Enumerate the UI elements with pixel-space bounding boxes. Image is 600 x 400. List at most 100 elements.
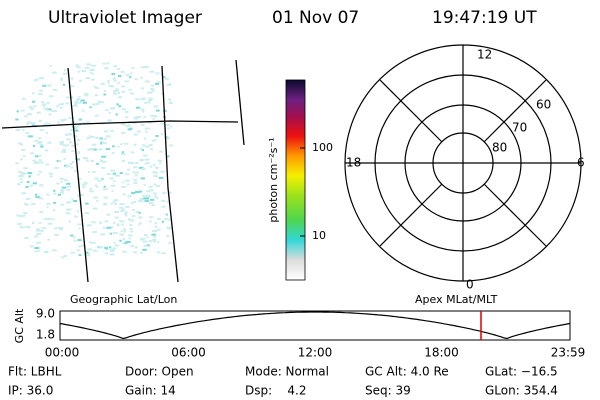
pixel — [60, 203, 64, 206]
pixel — [15, 118, 19, 121]
pixel — [20, 226, 25, 229]
pixel — [43, 107, 48, 110]
pixel — [92, 171, 96, 174]
pixel — [89, 69, 94, 72]
pixel — [24, 115, 28, 118]
pixel — [152, 192, 157, 195]
pixel — [161, 133, 164, 135]
date: 01 Nov 07 — [272, 8, 359, 28]
pixel — [74, 102, 79, 105]
pixel — [84, 94, 89, 97]
pixel — [148, 144, 153, 147]
pixel — [52, 88, 58, 91]
pixel — [34, 247, 40, 249]
hour-label: 12 — [477, 48, 492, 62]
pixel — [28, 175, 32, 178]
pixel — [39, 129, 44, 132]
pixel — [140, 66, 146, 69]
pixel — [31, 92, 35, 95]
pixel — [20, 143, 24, 146]
pixel — [78, 95, 81, 98]
pixel — [73, 239, 77, 242]
pixel — [90, 64, 96, 67]
pixel — [86, 137, 90, 140]
pixel — [85, 159, 89, 162]
pixel — [146, 190, 151, 193]
pixel — [122, 181, 125, 184]
pixel — [99, 221, 103, 224]
pixel — [23, 167, 28, 170]
pixel — [119, 172, 123, 174]
y-tick-label: 9.0 — [36, 307, 55, 321]
pixel — [105, 148, 111, 151]
pixel — [127, 168, 130, 171]
pixel — [114, 216, 119, 219]
pixel — [32, 159, 36, 162]
pixel — [60, 77, 63, 80]
pixel — [162, 76, 166, 79]
pixel — [148, 185, 153, 188]
pixel — [128, 234, 133, 237]
pixel — [102, 160, 107, 163]
pixel — [141, 124, 145, 126]
pixel — [46, 101, 50, 104]
pixel — [64, 179, 68, 182]
pixel — [161, 220, 164, 223]
pixel — [156, 81, 162, 84]
status-field: IP: 36.0 — [8, 384, 53, 398]
pixel — [140, 177, 146, 180]
pixel — [47, 141, 52, 144]
pixel — [145, 195, 150, 198]
pixel — [117, 91, 121, 94]
pixel — [73, 104, 78, 107]
pixel — [115, 113, 118, 116]
pixel — [41, 101, 45, 103]
pixel — [100, 160, 104, 162]
hour-label: 0 — [466, 278, 474, 292]
pixel — [166, 155, 170, 158]
pixel — [155, 72, 160, 75]
pixel — [87, 248, 92, 251]
pixel — [112, 152, 115, 155]
pixel — [107, 119, 112, 122]
pixel — [140, 76, 143, 79]
status-field: GC Alt: 4.0 Re — [365, 365, 449, 379]
pixel — [103, 188, 108, 191]
pixel — [164, 77, 170, 80]
pixel — [72, 135, 78, 138]
pixel — [70, 234, 74, 237]
pixel — [23, 202, 27, 205]
pixel — [39, 210, 44, 213]
pixel — [100, 142, 103, 145]
pixel — [19, 158, 23, 161]
pixel — [65, 212, 71, 215]
pixel — [115, 88, 119, 91]
pixel — [124, 80, 130, 83]
x-tick-label: 06:00 — [171, 346, 206, 360]
pixel — [156, 251, 161, 254]
lat-label: 80 — [492, 141, 507, 155]
pixel — [100, 82, 105, 85]
pixel — [141, 149, 144, 152]
pixel — [65, 165, 71, 168]
time: 19:47:19 UT — [432, 8, 537, 28]
pixel — [21, 148, 26, 151]
pixel — [77, 177, 82, 180]
pixel — [58, 160, 62, 163]
pixel — [28, 106, 33, 109]
pixel — [144, 80, 150, 83]
pixel — [110, 169, 116, 172]
pixel — [110, 107, 115, 110]
pixel — [143, 244, 148, 247]
pixel — [46, 193, 50, 196]
pixel — [135, 191, 140, 193]
pixel — [144, 66, 149, 68]
pixel — [100, 233, 105, 236]
status-field: Gain: 14 — [125, 384, 176, 398]
pixel — [18, 215, 23, 217]
pixel — [82, 185, 86, 188]
pixel — [111, 184, 116, 187]
pixel — [22, 172, 27, 175]
pixel — [134, 246, 139, 249]
